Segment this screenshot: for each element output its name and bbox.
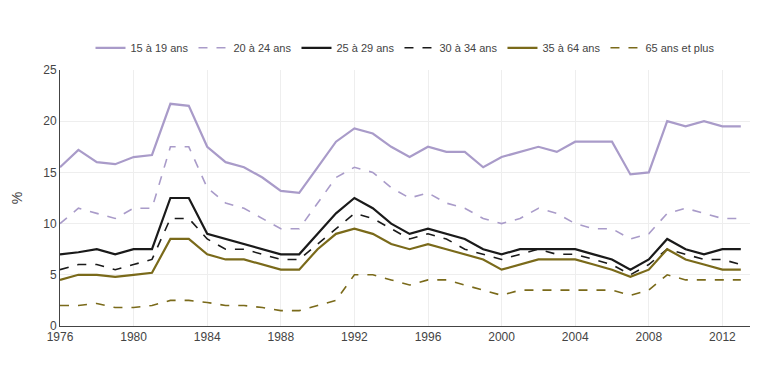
svg-text:15 à 19 ans: 15 à 19 ans [131, 42, 189, 54]
svg-text:5: 5 [50, 268, 57, 282]
svg-text:30 à 34 ans: 30 à 34 ans [439, 42, 497, 54]
svg-text:1992: 1992 [341, 330, 368, 344]
svg-text:2012: 2012 [709, 330, 736, 344]
svg-text:20: 20 [43, 114, 57, 128]
svg-text:1984: 1984 [194, 330, 221, 344]
svg-text:15: 15 [43, 166, 57, 180]
svg-text:2008: 2008 [635, 330, 662, 344]
svg-text:1996: 1996 [415, 330, 442, 344]
svg-text:20 à 24 ans: 20 à 24 ans [233, 42, 291, 54]
svg-text:10: 10 [43, 217, 57, 231]
svg-text:2004: 2004 [562, 330, 589, 344]
svg-text:1976: 1976 [47, 330, 74, 344]
svg-text:0: 0 [50, 319, 57, 333]
svg-text:1988: 1988 [267, 330, 294, 344]
svg-text:35 à 64 ans: 35 à 64 ans [542, 42, 600, 54]
svg-text:25 à 29 ans: 25 à 29 ans [336, 42, 394, 54]
svg-text:1980: 1980 [120, 330, 147, 344]
svg-text:65 ans et plus: 65 ans et plus [645, 42, 714, 54]
svg-text:%: % [9, 192, 25, 204]
svg-text:2000: 2000 [488, 330, 515, 344]
svg-text:25: 25 [43, 63, 57, 77]
